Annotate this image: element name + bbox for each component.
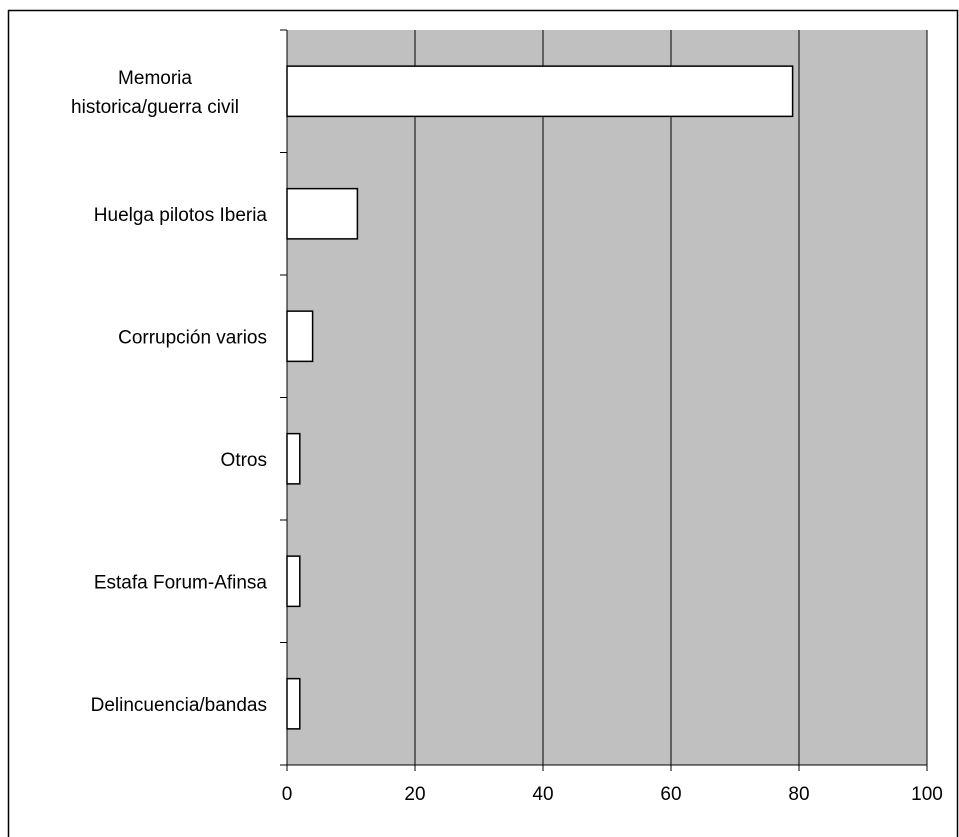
x-tick-label-0: 0 <box>282 784 293 805</box>
bar-1 <box>286 187 359 240</box>
y-category-label: historica/guerra civil <box>71 97 239 118</box>
bar-0 <box>286 65 794 118</box>
x-tick-label-40: 40 <box>532 784 553 805</box>
chart-border <box>7 9 959 837</box>
bar-2 <box>286 310 314 363</box>
y-category-label: Corrupción varios <box>118 327 267 348</box>
y-category-label: Delincuencia/bandas <box>91 695 267 716</box>
bar-4 <box>286 555 301 608</box>
y-category-label: Huelga pilotos Iberia <box>94 205 268 226</box>
bar-3 <box>286 432 301 485</box>
x-tick-label-60: 60 <box>660 784 681 805</box>
x-tick-label-80: 80 <box>788 784 809 805</box>
x-tick-label-100: 100 <box>911 784 943 805</box>
y-category-label: Estafa Forum-Afinsa <box>94 572 268 593</box>
x-tick-label-20: 20 <box>404 784 425 805</box>
y-category-label: Memoria <box>118 68 192 89</box>
bar-5 <box>286 677 301 730</box>
y-category-label: Otros <box>221 450 267 471</box>
plot-area <box>287 30 927 765</box>
